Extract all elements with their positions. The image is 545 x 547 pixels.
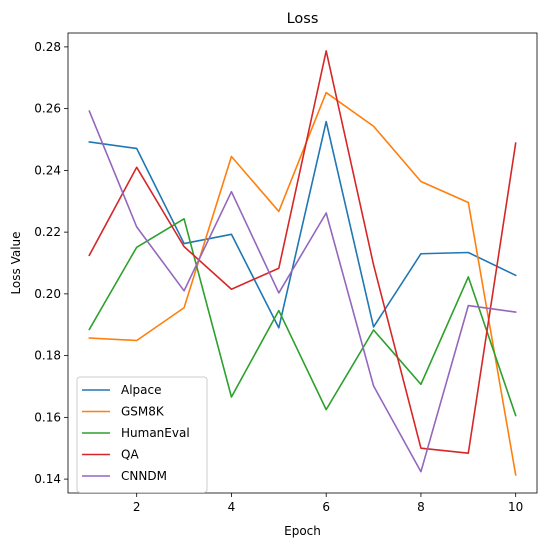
series-line-humaneval bbox=[88, 218, 517, 417]
y-tick-label: 0.22 bbox=[34, 225, 61, 239]
x-tick-label: 4 bbox=[228, 500, 236, 514]
x-tick-label: 8 bbox=[417, 500, 425, 514]
x-tick-label: 2 bbox=[133, 500, 141, 514]
y-tick-label: 0.16 bbox=[34, 410, 61, 424]
series-line-qa bbox=[88, 50, 517, 454]
y-tick-label: 0.26 bbox=[34, 102, 61, 116]
series-line-gsm8k bbox=[88, 91, 517, 476]
y-tick-label: 0.18 bbox=[34, 349, 61, 363]
legend-label-gsm8k: GSM8K bbox=[121, 405, 165, 419]
series-line-cnndm bbox=[88, 110, 517, 473]
legend-label-cnndm: CNNDM bbox=[121, 469, 167, 483]
legend-label-qa: QA bbox=[121, 448, 139, 462]
x-tick-label: 6 bbox=[322, 500, 330, 514]
plot-area: 2 4 6 8 10 0.14 0.16 0.18 0.20 0.22 0.24 0.26 0.28 Al… bbox=[34, 32, 538, 514]
y-tick-label: 0.20 bbox=[34, 287, 61, 301]
x-tick-label: 10 bbox=[508, 500, 523, 514]
x-axis-title: Epoch bbox=[284, 524, 321, 538]
y-axis-title: Loss Value bbox=[9, 231, 23, 294]
legend-box bbox=[76, 376, 208, 493]
plot-frame bbox=[67, 32, 538, 494]
y-tick-label: 0.24 bbox=[34, 163, 61, 177]
legend-label-humaneval: HumanEval bbox=[121, 426, 190, 440]
chart-title: Loss bbox=[287, 11, 319, 27]
y-tick-label: 0.14 bbox=[34, 472, 61, 486]
y-tick-label: 0.28 bbox=[34, 40, 61, 54]
legend-label-alpace: Alpace bbox=[121, 383, 162, 397]
series-line-alpace bbox=[88, 120, 517, 329]
legend: Alpace GSM8K HumanEval QA CNNDM bbox=[76, 376, 208, 493]
